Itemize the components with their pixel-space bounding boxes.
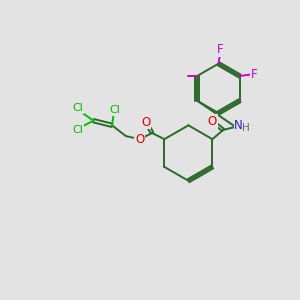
Text: Cl: Cl (73, 103, 84, 113)
Text: O: O (135, 133, 144, 146)
Text: Cl: Cl (73, 125, 84, 135)
Text: Cl: Cl (110, 105, 121, 115)
Text: N: N (234, 119, 243, 132)
Text: H: H (242, 123, 250, 134)
Text: F: F (251, 68, 258, 81)
Text: O: O (208, 115, 217, 128)
Text: O: O (141, 116, 151, 129)
Text: F: F (217, 44, 223, 56)
